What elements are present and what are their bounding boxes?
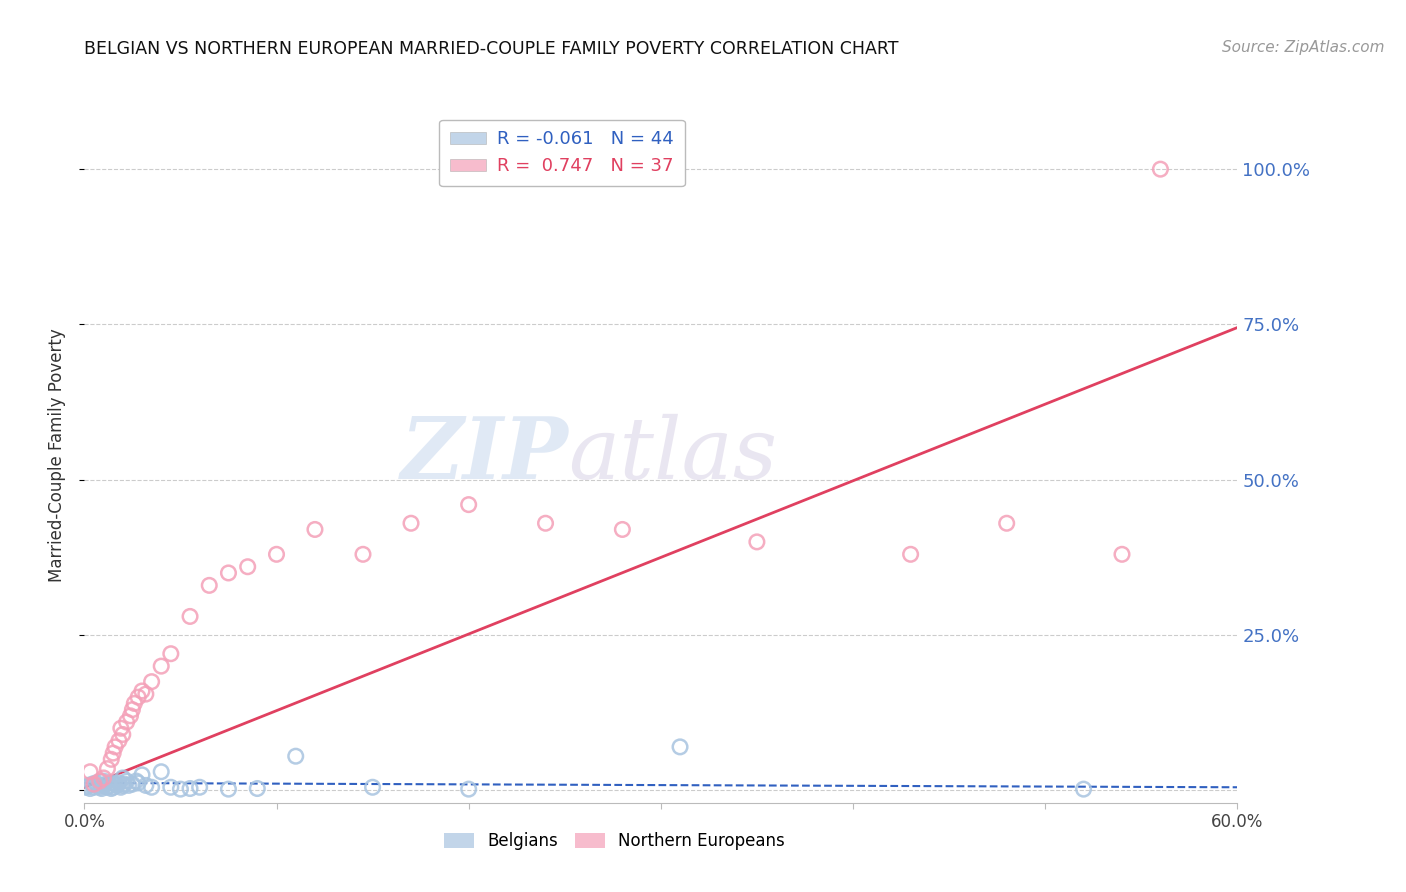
Point: [1073, 782, 1095, 797]
Point: [83, 780, 105, 795]
Point: [236, 559, 259, 574]
Point: [125, 774, 148, 789]
Point: [120, 708, 142, 723]
Point: [89, 774, 111, 789]
Point: [131, 768, 153, 782]
Point: [115, 774, 138, 789]
Point: [160, 780, 183, 795]
Point: [169, 782, 191, 797]
Point: [98, 778, 121, 793]
Point: [198, 578, 221, 592]
Point: [124, 697, 146, 711]
Legend: Belgians, Northern Europeans: Belgians, Northern Europeans: [437, 826, 792, 857]
Point: [111, 727, 134, 741]
Point: [135, 778, 157, 793]
Point: [179, 781, 201, 796]
Point: [94, 777, 117, 791]
Point: [111, 778, 134, 793]
Point: [108, 776, 131, 790]
Point: [612, 523, 634, 537]
Point: [1149, 162, 1171, 177]
Point: [93, 778, 115, 793]
Point: [399, 516, 422, 531]
Point: [141, 674, 163, 689]
Point: [111, 771, 134, 785]
Point: [114, 777, 136, 791]
Point: [127, 776, 149, 790]
Point: [131, 684, 153, 698]
Point: [115, 714, 138, 729]
Point: [150, 659, 173, 673]
Point: [93, 771, 115, 785]
Point: [103, 746, 124, 760]
Point: [104, 739, 127, 754]
Point: [77, 778, 100, 793]
Point: [117, 778, 139, 793]
Point: [103, 776, 124, 790]
Point: [84, 776, 107, 790]
Point: [534, 516, 557, 531]
Point: [103, 780, 124, 795]
Point: [457, 498, 479, 512]
Point: [96, 762, 118, 776]
Point: [75, 780, 97, 795]
Text: Source: ZipAtlas.com: Source: ZipAtlas.com: [1222, 40, 1385, 55]
Point: [93, 774, 115, 789]
Text: atlas: atlas: [568, 414, 778, 496]
Point: [90, 781, 112, 796]
Point: [104, 777, 127, 791]
Point: [246, 781, 269, 796]
Point: [135, 687, 157, 701]
Text: ZIP: ZIP: [401, 413, 568, 497]
Y-axis label: Married-Couple Family Poverty: Married-Couple Family Poverty: [48, 328, 66, 582]
Point: [110, 780, 132, 795]
Point: [79, 781, 101, 796]
Point: [669, 739, 692, 754]
Point: [121, 777, 143, 791]
Point: [105, 778, 128, 793]
Point: [266, 547, 288, 561]
Point: [179, 609, 201, 624]
Point: [361, 780, 384, 795]
Point: [83, 777, 105, 791]
Point: [900, 547, 922, 561]
Point: [96, 780, 118, 795]
Point: [150, 764, 173, 779]
Point: [80, 777, 103, 791]
Point: [745, 534, 768, 549]
Point: [87, 779, 110, 793]
Point: [995, 516, 1018, 531]
Point: [100, 781, 122, 796]
Point: [304, 523, 326, 537]
Point: [127, 690, 149, 705]
Point: [352, 547, 374, 561]
Point: [108, 733, 131, 747]
Point: [284, 749, 307, 764]
Text: BELGIAN VS NORTHERN EUROPEAN MARRIED-COUPLE FAMILY POVERTY CORRELATION CHART: BELGIAN VS NORTHERN EUROPEAN MARRIED-COU…: [84, 40, 898, 58]
Point: [188, 780, 211, 795]
Point: [218, 566, 240, 580]
Point: [457, 782, 479, 797]
Point: [160, 647, 183, 661]
Point: [79, 764, 101, 779]
Point: [121, 703, 143, 717]
Point: [89, 780, 111, 795]
Point: [218, 782, 240, 797]
Point: [110, 721, 132, 735]
Point: [100, 752, 122, 766]
Point: [1111, 547, 1133, 561]
Point: [141, 780, 163, 795]
